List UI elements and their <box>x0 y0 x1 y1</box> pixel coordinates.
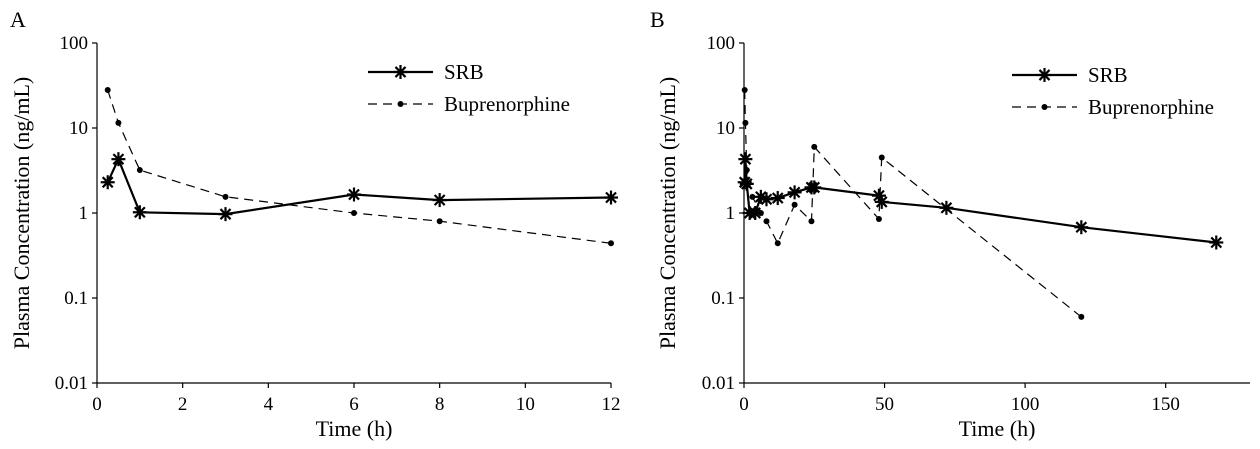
y-tick-label: 100 <box>60 33 89 54</box>
series-line-srb <box>106 156 612 216</box>
data-point-buprenorphine <box>757 210 764 216</box>
x-tick-label: 150 <box>1151 394 1180 415</box>
data-point-srb <box>738 152 753 167</box>
data-point-buprenorphine <box>351 210 357 216</box>
data-point-buprenorphine <box>222 193 229 200</box>
data-point-buprenorphine <box>878 154 885 161</box>
legend-marker-buprenorphine <box>1041 104 1048 110</box>
x-tick-label: 10 <box>516 394 535 415</box>
panel-letter: A <box>10 7 26 32</box>
data-point-srb <box>787 185 802 200</box>
y-axis-title: Plasma Concentration (ng/mL) <box>9 77 34 350</box>
legend-label-srb: SRB <box>444 60 484 84</box>
data-point-buprenorphine <box>136 167 143 174</box>
legend-item-srb: SRB <box>1012 63 1128 87</box>
y-tick-label: 0.1 <box>711 288 735 309</box>
data-point-srb <box>874 194 889 209</box>
data-point-buprenorphine <box>808 218 815 225</box>
data-point-buprenorphine <box>608 240 614 247</box>
data-point-srb <box>759 192 774 207</box>
x-tick-label: 8 <box>435 394 445 415</box>
data-point-buprenorphine <box>1078 313 1085 320</box>
legend-marker-srb <box>1037 68 1052 82</box>
legend-marker-srb <box>393 65 408 79</box>
x-axis-title: Time (h) <box>316 416 393 441</box>
data-point-srb <box>807 180 822 195</box>
chart-panel-a: A 0.01 0.1 1 10 100 0 2 4 6 8 10 12 Time (h) Plasma Co… <box>9 7 621 441</box>
data-point-srb <box>111 152 126 167</box>
data-point-buprenorphine <box>875 215 882 222</box>
data-point-buprenorphine <box>791 201 798 208</box>
data-point-buprenorphine <box>763 218 770 225</box>
data-point-srb <box>1074 220 1089 235</box>
y-tick-label: 10 <box>69 118 88 139</box>
data-point-buprenorphine <box>811 143 818 150</box>
data-point-buprenorphine <box>104 86 111 93</box>
data-point-srb <box>1209 235 1224 250</box>
x-tick-label: 100 <box>1011 394 1040 415</box>
data-point-buprenorphine <box>743 167 750 174</box>
data-point-buprenorphine <box>115 119 122 126</box>
legend-item-buprenorphine: Buprenorphine <box>368 92 570 116</box>
data-point-buprenorphine <box>749 193 756 200</box>
y-tick-label: 10 <box>716 118 735 139</box>
x-tick-label: 0 <box>739 394 749 415</box>
series-buprenorphine <box>104 86 614 247</box>
x-tick-label: 12 <box>602 394 621 415</box>
panel-letter: B <box>650 7 665 32</box>
legend-marker-buprenorphine <box>397 101 404 107</box>
series-line-srb <box>743 159 1217 244</box>
y-tick-label: 0.01 <box>55 373 88 394</box>
y-tick-label: 0.01 <box>702 373 735 394</box>
data-point-srb <box>770 191 785 206</box>
data-point-buprenorphine <box>741 86 748 93</box>
legend-label-srb: SRB <box>1088 63 1128 87</box>
x-tick-label: 50 <box>875 394 894 415</box>
legend-item-buprenorphine: Buprenorphine <box>1012 95 1214 119</box>
x-tick-label: 2 <box>178 394 188 415</box>
series-buprenorphine <box>741 86 1085 320</box>
y-tick-label: 1 <box>79 203 89 224</box>
data-point-buprenorphine <box>436 218 443 225</box>
data-point-buprenorphine <box>742 119 749 126</box>
data-point-srb <box>604 190 618 205</box>
series-srb <box>100 152 618 222</box>
y-tick-label: 0.1 <box>64 288 88 309</box>
data-point-srb <box>218 207 233 222</box>
y-tick-label: 1 <box>726 203 736 224</box>
x-tick-label: 4 <box>264 394 274 415</box>
x-tick-label: 0 <box>92 394 102 415</box>
legend-label-buprenorphine: Buprenorphine <box>1088 95 1214 119</box>
chart-panel-b: B 0.01 0.1 1 10 100 0 50 100 150 Time (h) Plasma Co… <box>650 7 1250 441</box>
y-axis-title: Plasma Concentration (ng/mL) <box>655 77 680 350</box>
data-point-srb <box>432 193 447 208</box>
x-axis-title: Time (h) <box>959 416 1036 441</box>
data-point-srb <box>132 205 147 220</box>
y-tick-label: 100 <box>707 33 736 54</box>
legend-item-srb: SRB <box>368 60 484 84</box>
legend-label-buprenorphine: Buprenorphine <box>444 92 570 116</box>
data-point-srb <box>739 176 754 191</box>
data-point-srb <box>100 175 115 190</box>
x-tick-label: 6 <box>349 394 359 415</box>
data-point-srb <box>347 187 361 202</box>
series-srb <box>737 152 1224 250</box>
data-point-buprenorphine <box>774 240 781 247</box>
